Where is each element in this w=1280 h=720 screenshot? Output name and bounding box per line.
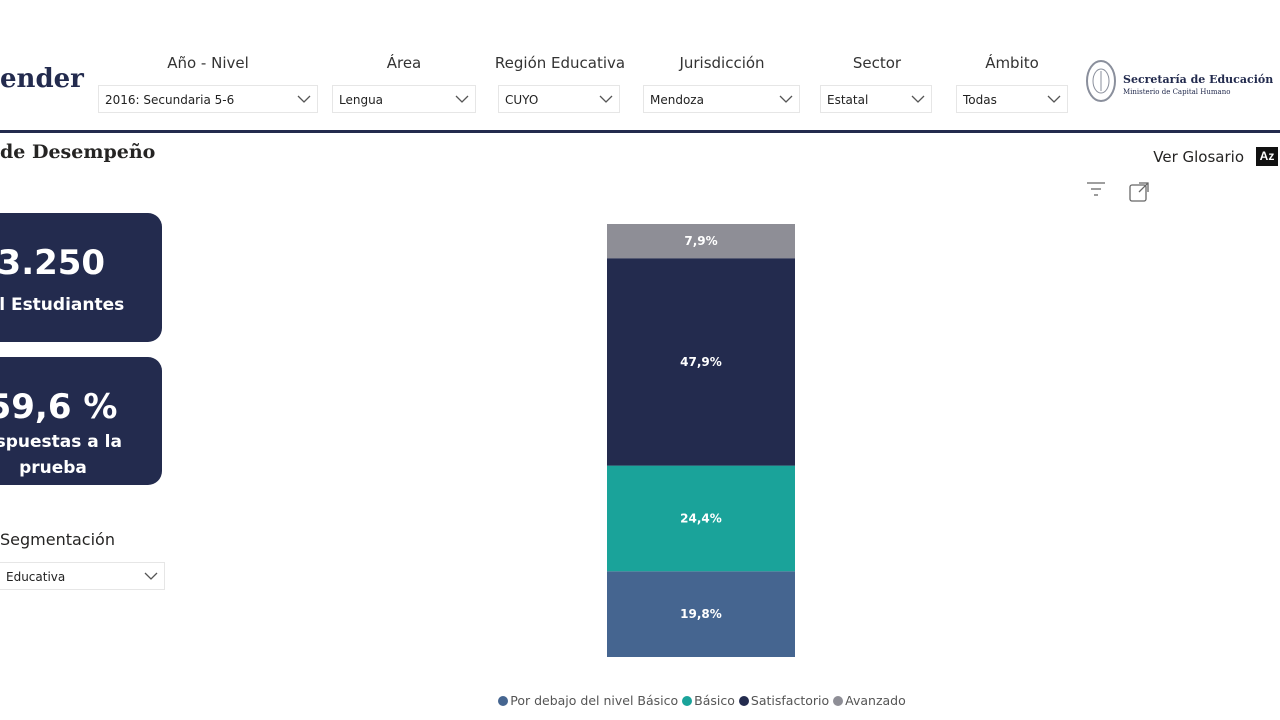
legend-item[interactable]: Básico [682,693,735,708]
header-rule [0,130,1280,133]
filter-label: Área [386,54,422,72]
legend: Por debajo del nivel Básico Básico Satisfa… [0,693,1280,708]
bar-segment [607,571,795,657]
bar-segment [607,224,795,259]
chevron [297,95,311,103]
bar-segment [607,465,795,572]
legend-label: Satisfactorio [750,693,830,708]
filter-label: Ámbito [985,54,1039,72]
dropdown-value: Educativa [6,570,66,584]
data-label: 7,9% [684,234,717,248]
dropdown-value: Lengua [339,93,384,107]
filter-label: Año - Nivel [167,54,249,72]
filter-label: Jurisdicción [679,54,765,72]
chart: 19,8% 24,4% 47,9% 7,9% [607,224,795,657]
legend-item[interactable]: Satisfactorio [738,693,830,708]
legend-swatch [738,696,749,706]
dropdown-value: Mendoza [650,93,704,107]
filter-dropdown[interactable]: CUYO [498,85,620,113]
filter-label: Región Educativa [494,54,626,72]
dropdown-value: CUYO [505,93,539,107]
legend-swatch [833,696,844,706]
kpi-label: espuestas a la [0,432,122,452]
legend-label: Básico [694,693,735,708]
data-label: 24,4% [680,511,722,525]
kpi-value: 59,6 % [0,387,118,427]
logo-subtitle: Ministerio de Capital Humano [1123,88,1231,96]
legend-swatch [498,696,509,706]
glossary-icon[interactable]: Az [1256,147,1278,166]
data-label: 47,9% [680,355,722,369]
segmentation-dropdown[interactable]: Educativa [0,562,165,590]
chevron [599,95,613,103]
visual-toolbar [1087,182,1149,202]
kpi-value: 13.250 [0,243,106,283]
filter-icon[interactable] [1087,182,1105,196]
chevron [144,572,158,580]
seal [1086,60,1116,102]
filter-dropdown[interactable]: Estatal [820,85,932,113]
chevron [455,95,469,103]
chevron [911,95,925,103]
logo-title: Secretaría de Educación [1123,73,1274,86]
data-label: 19,8% [680,607,722,621]
glossary-link[interactable]: Ver Glosario [1153,148,1244,166]
section-title: de Desempeño [0,141,156,163]
kpi-label: prueba [19,458,87,478]
dropdown-value: 2016: Secundaria 5-6 [105,93,235,107]
chevron [1047,95,1061,103]
dropdown-value: Todas [963,93,997,107]
filter-label: Sector [852,54,902,72]
filter-dropdown[interactable]: Mendoza [643,85,800,113]
legend-item[interactable]: Avanzado [833,693,906,708]
chevron [779,95,793,103]
kpi-card: 59,6 % espuestas a la prueba [0,357,162,485]
legend-label: Por debajo del nivel Básico [510,693,679,708]
filter-dropdown[interactable]: 2016: Secundaria 5-6 [98,85,318,113]
filter-dropdown[interactable]: Todas [956,85,1068,113]
legend-swatch [682,696,693,706]
brand: ender [0,64,84,94]
kpi-label: al Estudiantes [0,295,125,315]
kpi-card: 13.250 al Estudiantes [0,213,162,342]
bar-segment [607,258,795,466]
focus-icon[interactable] [1129,182,1149,202]
dropdown-value: Estatal [827,93,869,107]
filter-dropdown[interactable]: Lengua [332,85,476,113]
segmentation-label: Segmentación [0,530,115,549]
legend-item[interactable]: Por debajo del nivel Básico [498,693,678,708]
legend-label: Avanzado [845,693,906,708]
